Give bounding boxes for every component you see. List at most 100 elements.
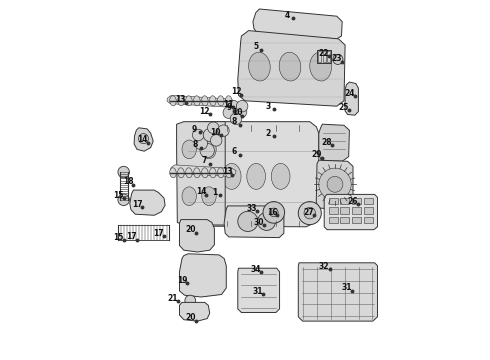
- Bar: [341, 207, 349, 214]
- Polygon shape: [324, 194, 377, 230]
- Ellipse shape: [202, 140, 216, 159]
- Circle shape: [118, 166, 129, 178]
- Ellipse shape: [194, 168, 200, 178]
- Text: 21: 21: [167, 293, 177, 302]
- Circle shape: [228, 100, 239, 112]
- Polygon shape: [345, 82, 358, 115]
- Ellipse shape: [225, 168, 232, 178]
- Circle shape: [230, 113, 242, 125]
- Text: 3: 3: [266, 102, 271, 111]
- Circle shape: [236, 100, 248, 112]
- Circle shape: [327, 176, 343, 192]
- Ellipse shape: [247, 163, 266, 189]
- Circle shape: [258, 212, 275, 230]
- Ellipse shape: [186, 168, 192, 178]
- Text: 16: 16: [267, 208, 277, 217]
- Text: 22: 22: [318, 49, 329, 58]
- Circle shape: [223, 107, 235, 118]
- Ellipse shape: [210, 96, 216, 106]
- Text: 9: 9: [226, 104, 231, 112]
- Polygon shape: [176, 122, 225, 225]
- Ellipse shape: [201, 168, 208, 178]
- Polygon shape: [316, 160, 353, 210]
- Bar: [323, 51, 326, 62]
- Polygon shape: [170, 165, 236, 176]
- Text: 14: 14: [196, 188, 206, 197]
- Text: 23: 23: [332, 54, 342, 63]
- Circle shape: [298, 202, 321, 225]
- Ellipse shape: [182, 140, 196, 159]
- Text: 14: 14: [137, 135, 147, 144]
- Ellipse shape: [201, 96, 208, 106]
- Text: 15: 15: [113, 191, 123, 200]
- Text: 2: 2: [266, 129, 271, 138]
- Text: 19: 19: [177, 276, 187, 284]
- Ellipse shape: [182, 187, 196, 206]
- Circle shape: [139, 134, 148, 144]
- Ellipse shape: [279, 52, 301, 81]
- Circle shape: [304, 207, 316, 219]
- Text: 8: 8: [231, 117, 237, 126]
- Polygon shape: [167, 95, 234, 107]
- Text: 26: 26: [348, 197, 358, 206]
- Text: 17: 17: [132, 200, 142, 209]
- Polygon shape: [238, 31, 345, 106]
- Bar: [364, 198, 373, 204]
- Circle shape: [203, 129, 216, 141]
- Circle shape: [185, 295, 196, 306]
- Text: 6: 6: [232, 148, 237, 156]
- Bar: [352, 207, 361, 214]
- Text: 31: 31: [341, 284, 352, 292]
- Ellipse shape: [218, 168, 224, 178]
- Text: 20: 20: [185, 225, 196, 234]
- Circle shape: [218, 125, 229, 136]
- Ellipse shape: [178, 96, 184, 106]
- Text: 18: 18: [122, 177, 133, 186]
- Polygon shape: [179, 302, 210, 321]
- Ellipse shape: [225, 96, 232, 106]
- Circle shape: [193, 129, 204, 141]
- Text: 29: 29: [312, 150, 322, 159]
- Bar: [328, 217, 338, 223]
- Circle shape: [200, 143, 215, 158]
- Circle shape: [195, 137, 208, 150]
- Bar: [352, 198, 361, 204]
- Text: 13: 13: [222, 167, 232, 176]
- Circle shape: [208, 122, 219, 134]
- Polygon shape: [134, 128, 153, 151]
- Text: 15: 15: [113, 233, 123, 242]
- Polygon shape: [224, 206, 284, 238]
- Circle shape: [333, 54, 343, 64]
- Circle shape: [270, 208, 278, 217]
- Ellipse shape: [310, 52, 331, 81]
- Circle shape: [118, 194, 129, 206]
- Text: 7: 7: [202, 156, 207, 166]
- Ellipse shape: [271, 163, 290, 189]
- Bar: [341, 198, 349, 204]
- Text: 27: 27: [304, 208, 315, 217]
- Circle shape: [210, 135, 222, 146]
- Ellipse shape: [222, 163, 241, 189]
- Polygon shape: [130, 190, 165, 215]
- Ellipse shape: [198, 163, 217, 189]
- Text: 17: 17: [153, 229, 164, 238]
- Circle shape: [263, 202, 285, 223]
- Text: 17: 17: [126, 233, 137, 242]
- Text: 12: 12: [231, 87, 241, 96]
- Text: 32: 32: [319, 262, 329, 271]
- Text: 20: 20: [185, 313, 196, 323]
- Circle shape: [234, 105, 247, 118]
- Text: 9: 9: [192, 125, 197, 134]
- Ellipse shape: [178, 168, 184, 178]
- Ellipse shape: [218, 96, 224, 106]
- Polygon shape: [298, 263, 377, 321]
- Circle shape: [238, 211, 258, 231]
- Bar: [328, 207, 338, 214]
- Text: 1: 1: [212, 188, 217, 197]
- Bar: [327, 51, 330, 62]
- Text: 34: 34: [250, 265, 261, 274]
- Polygon shape: [238, 268, 280, 312]
- Text: 12: 12: [199, 107, 210, 116]
- Text: 33: 33: [246, 203, 257, 212]
- Polygon shape: [186, 122, 319, 227]
